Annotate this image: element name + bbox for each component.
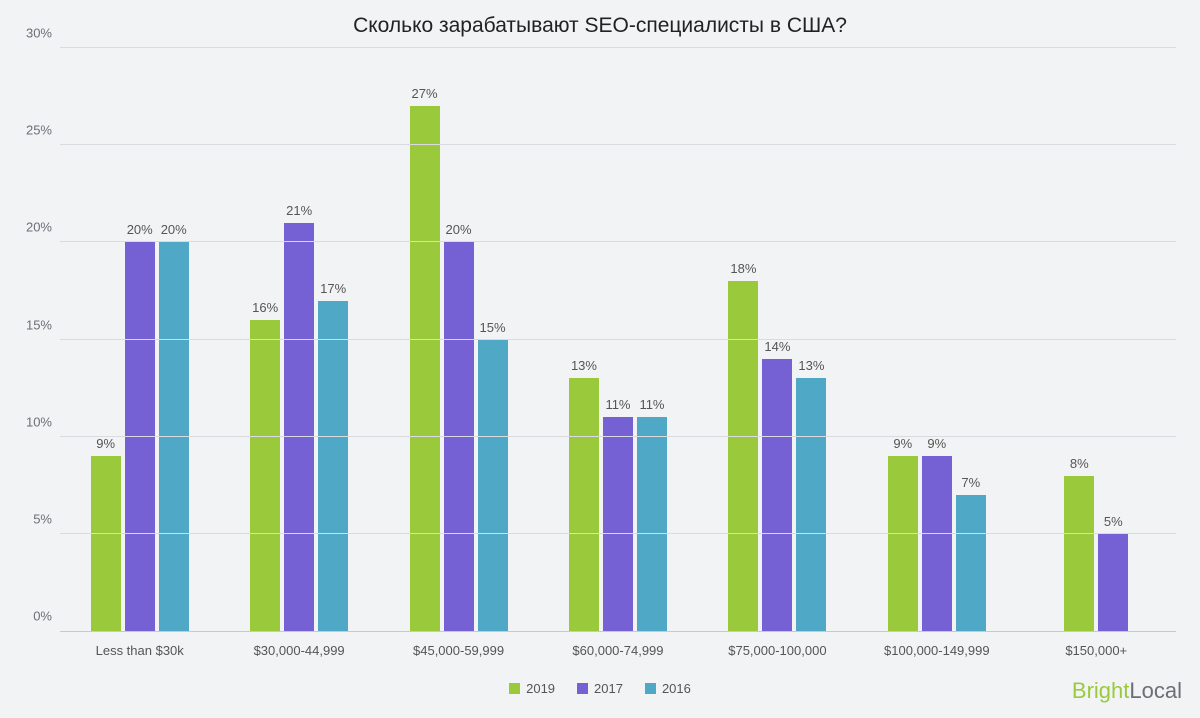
y-tick-label: 30% bbox=[12, 26, 52, 41]
bar: 20% bbox=[159, 242, 189, 631]
y-tick-label: 15% bbox=[12, 317, 52, 332]
y-tick-label: 25% bbox=[12, 123, 52, 138]
bar-value-label: 14% bbox=[764, 339, 790, 354]
bar: 14% bbox=[762, 359, 792, 631]
bar-value-label: 5% bbox=[1104, 514, 1123, 529]
bar: 21% bbox=[284, 223, 314, 631]
gridline bbox=[60, 436, 1176, 437]
bar: 20% bbox=[444, 242, 474, 631]
bar-value-label: 18% bbox=[730, 261, 756, 276]
bar-group: 18%14%13% bbox=[698, 48, 857, 631]
x-tick-label: $60,000-74,999 bbox=[538, 635, 697, 658]
bar-value-label: 20% bbox=[127, 222, 153, 237]
bar: 13% bbox=[569, 378, 599, 631]
x-tick-label: $100,000-149,999 bbox=[857, 635, 1016, 658]
bar-group: 9%20%20% bbox=[60, 48, 219, 631]
bar-group: 27%20%15% bbox=[379, 48, 538, 631]
x-tick-label: $75,000-100,000 bbox=[698, 635, 857, 658]
bar: 18% bbox=[728, 281, 758, 631]
brand-logo: BrightLocal bbox=[1072, 678, 1182, 704]
bar: 8% bbox=[1064, 476, 1094, 631]
bar-group: 16%21%17% bbox=[219, 48, 378, 631]
bar-value-label: 27% bbox=[412, 86, 438, 101]
x-tick-label: $30,000-44,999 bbox=[219, 635, 378, 658]
gridline bbox=[60, 241, 1176, 242]
legend-item: 2019 bbox=[509, 681, 555, 696]
bar-value-label: 13% bbox=[571, 358, 597, 373]
legend-swatch bbox=[577, 683, 588, 694]
bar-value-label: 13% bbox=[798, 358, 824, 373]
bar-value-label: 16% bbox=[252, 300, 278, 315]
legend-item: 2017 bbox=[577, 681, 623, 696]
x-tick-label: Less than $30k bbox=[60, 635, 219, 658]
bar-value-label: 7% bbox=[961, 475, 980, 490]
bar: 11% bbox=[637, 417, 667, 631]
bar: 20% bbox=[125, 242, 155, 631]
bar-value-label: 15% bbox=[480, 320, 506, 335]
bar-group: 13%11%11% bbox=[538, 48, 697, 631]
x-tick-label: $150,000+ bbox=[1017, 635, 1176, 658]
bar-value-label: 9% bbox=[893, 436, 912, 451]
bar: 9% bbox=[91, 456, 121, 631]
legend: 2019 2017 2016 bbox=[0, 681, 1200, 696]
bar: 15% bbox=[478, 340, 508, 632]
bar: 5% bbox=[1098, 534, 1128, 631]
legend-swatch bbox=[509, 683, 520, 694]
bar-value-label: 20% bbox=[446, 222, 472, 237]
bar: 9% bbox=[888, 456, 918, 631]
bar: 16% bbox=[250, 320, 280, 631]
y-tick-label: 10% bbox=[12, 414, 52, 429]
bar: 7% bbox=[956, 495, 986, 631]
bar-value-label: 9% bbox=[927, 436, 946, 451]
gridline bbox=[60, 47, 1176, 48]
bar-value-label: 9% bbox=[96, 436, 115, 451]
legend-swatch bbox=[645, 683, 656, 694]
bar-value-label: 20% bbox=[161, 222, 187, 237]
x-axis: Less than $30k$30,000-44,999$45,000-59,9… bbox=[60, 635, 1176, 658]
legend-label: 2019 bbox=[526, 681, 555, 696]
y-tick-label: 5% bbox=[12, 511, 52, 526]
y-tick-label: 0% bbox=[12, 609, 52, 624]
chart-container: Сколько зарабатывают SEO-специалисты в С… bbox=[0, 0, 1200, 718]
bar: 9% bbox=[922, 456, 952, 631]
plot-area: 9%20%20%16%21%17%27%20%15%13%11%11%18%14… bbox=[60, 48, 1176, 632]
legend-label: 2016 bbox=[662, 681, 691, 696]
bar: 27% bbox=[410, 106, 440, 631]
gridline bbox=[60, 339, 1176, 340]
legend-item: 2016 bbox=[645, 681, 691, 696]
chart-title: Сколько зарабатывают SEO-специалисты в С… bbox=[0, 14, 1200, 38]
y-tick-label: 20% bbox=[12, 220, 52, 235]
bar: 11% bbox=[603, 417, 633, 631]
brand-part-1: Bright bbox=[1072, 678, 1129, 703]
bar-value-label: 11% bbox=[639, 397, 664, 412]
brand-part-2: Local bbox=[1129, 678, 1182, 703]
bar-group: 9%9%7% bbox=[857, 48, 1016, 631]
bar: 17% bbox=[318, 301, 348, 631]
gridline bbox=[60, 533, 1176, 534]
bar-group: 8%5% bbox=[1017, 48, 1176, 631]
bar-groups: 9%20%20%16%21%17%27%20%15%13%11%11%18%14… bbox=[60, 48, 1176, 631]
bar-value-label: 21% bbox=[286, 203, 312, 218]
legend-label: 2017 bbox=[594, 681, 623, 696]
gridline bbox=[60, 144, 1176, 145]
x-tick-label: $45,000-59,999 bbox=[379, 635, 538, 658]
bar-value-label: 8% bbox=[1070, 456, 1089, 471]
bar-value-label: 11% bbox=[605, 397, 630, 412]
bar: 13% bbox=[796, 378, 826, 631]
bar-value-label: 17% bbox=[320, 281, 346, 296]
